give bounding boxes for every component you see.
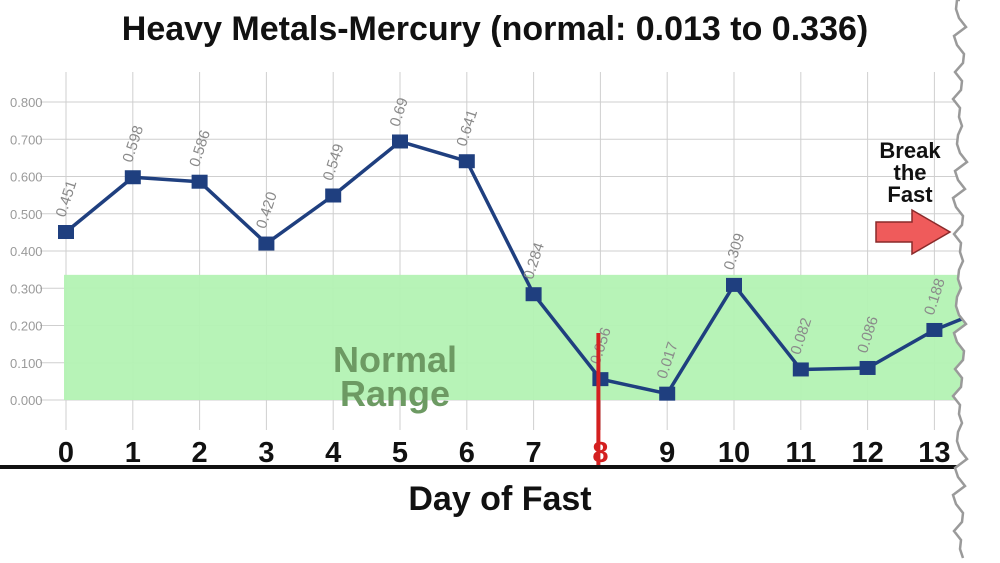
- break-fast-label: Fast: [887, 182, 933, 207]
- torn-paper-fill: [953, 0, 1000, 563]
- data-label: 0.309: [721, 231, 749, 272]
- x-tick-label: 2: [192, 437, 208, 469]
- y-tick-label: 0.100: [10, 356, 43, 371]
- break-fast-arrow: [875, 208, 952, 256]
- data-point-marker: [726, 277, 742, 292]
- data-label: 0.586: [186, 128, 214, 169]
- x-tick-label: 10: [718, 437, 750, 469]
- x-tick-label: 1: [125, 437, 141, 469]
- y-tick-label: 0.300: [10, 281, 43, 296]
- data-point-marker: [258, 236, 275, 251]
- y-tick-label: 0.000: [10, 393, 43, 408]
- y-tick-label: 0.700: [10, 132, 43, 147]
- x-tick-label: 5: [392, 437, 408, 469]
- data-point-marker: [659, 386, 676, 401]
- y-tick-label: 0.400: [10, 244, 43, 259]
- break-fast-label: Break: [879, 138, 941, 163]
- x-tick-label: 7: [526, 437, 542, 469]
- data-point-marker: [926, 322, 943, 337]
- x-tick-label: 0: [58, 437, 74, 469]
- data-point-marker: [124, 170, 141, 185]
- data-point-marker: [458, 154, 475, 169]
- data-point-marker: [191, 174, 208, 189]
- data-point-marker: [58, 225, 74, 240]
- x-tick-label: 13: [918, 437, 950, 469]
- x-tick-label: 3: [258, 437, 274, 469]
- y-tick-label: 0.800: [10, 95, 43, 110]
- x-tick-label: 6: [459, 437, 475, 469]
- x-tick-label: 12: [851, 437, 883, 469]
- x-tick-label: 11: [785, 437, 816, 469]
- y-tick-label: 0.200: [10, 319, 43, 334]
- normal-range-label: Range: [340, 373, 450, 414]
- normal-range-label: Normal: [333, 339, 457, 380]
- data-point-marker: [859, 360, 876, 375]
- data-label: 0.641: [453, 108, 481, 149]
- torn-paper-edge: [951, 0, 969, 559]
- data-point-marker: [792, 362, 809, 377]
- y-tick-label: 0.600: [10, 170, 43, 185]
- torn-edge-decoration: [951, 0, 1000, 563]
- data-point-marker: [392, 134, 408, 149]
- x-tick-label: 8: [592, 437, 608, 469]
- data-label: 0.451: [53, 178, 81, 219]
- y-tick-label: 0.500: [10, 207, 43, 222]
- data-label: 0.598: [119, 124, 147, 165]
- x-tick-label: 9: [659, 437, 675, 469]
- x-axis-title: Day of Fast: [408, 480, 591, 518]
- data-point-marker: [525, 287, 542, 302]
- break-fast-label: the: [894, 160, 927, 185]
- chart-title: Heavy Metals-Mercury (normal: 0.013 to 0…: [122, 10, 868, 48]
- data-label: 0.69: [387, 96, 412, 129]
- data-point-marker: [325, 188, 342, 203]
- x-tick-label: 4: [325, 437, 341, 469]
- data-label: 0.420: [253, 190, 281, 231]
